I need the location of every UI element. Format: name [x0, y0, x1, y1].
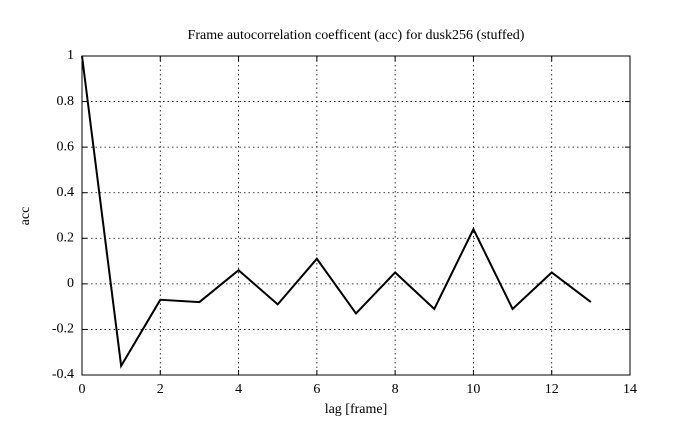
x-tick-label: 2	[157, 382, 164, 397]
y-tick-label: 1	[67, 48, 74, 63]
y-tick-label: 0.8	[57, 94, 75, 109]
x-tick-label: 4	[235, 382, 242, 397]
x-tick-label: 8	[392, 382, 399, 397]
plot-frame	[81, 55, 631, 376]
y-tick-label: 0	[67, 276, 74, 291]
x-tick-label: 12	[545, 382, 559, 397]
y-tick-label: 0.2	[57, 231, 75, 246]
x-axis-label: lag [frame]	[325, 402, 388, 417]
y-tick-label: -0.2	[52, 322, 74, 337]
x-tick-label: 10	[466, 382, 480, 397]
x-tick-label: 6	[313, 382, 320, 397]
line	[81, 55, 592, 369]
y-tick-label: 0.6	[57, 139, 75, 154]
y-tick-label: 0.4	[57, 185, 75, 200]
y-tick-label: -0.4	[52, 367, 74, 382]
y-axis-label: acc	[18, 207, 33, 226]
chart-title: Frame autocorrelation coefficent (acc) f…	[188, 28, 525, 43]
x-tick-label: 14	[623, 382, 637, 397]
x-tick-label: 0	[79, 382, 86, 397]
